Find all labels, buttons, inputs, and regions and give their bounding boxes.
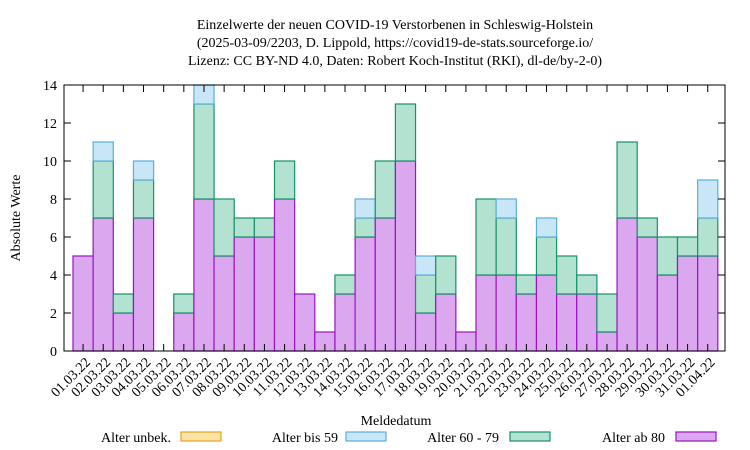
legend-swatch bbox=[509, 431, 551, 442]
bar-segment bbox=[294, 293, 316, 352]
chart-title: Einzelwerte der neuen COVID-19 Verstorbe… bbox=[188, 18, 602, 69]
bar-segment bbox=[636, 236, 658, 352]
bar-segment bbox=[435, 255, 457, 295]
bar-segment bbox=[72, 255, 94, 352]
bar-segment bbox=[576, 274, 598, 295]
bar-segment bbox=[273, 160, 296, 200]
bar-segment bbox=[253, 217, 276, 238]
bar-segment bbox=[495, 274, 517, 352]
bar-segment bbox=[495, 198, 517, 219]
x-axis-label: Meldedatum bbox=[361, 414, 432, 429]
bar-segment bbox=[132, 179, 155, 219]
bar-segment bbox=[697, 179, 719, 219]
y-tick-label: 12 bbox=[43, 117, 57, 132]
y-tick-label: 10 bbox=[43, 155, 57, 170]
bar-segment bbox=[656, 236, 679, 276]
bar-segment bbox=[555, 255, 578, 295]
bar-segment bbox=[273, 198, 296, 352]
bar-segment bbox=[676, 255, 699, 352]
bar-segment bbox=[535, 236, 558, 276]
y-tick-label: 2 bbox=[50, 307, 57, 322]
bar-segment bbox=[92, 160, 114, 219]
bar-segment bbox=[535, 217, 558, 238]
bar-segment bbox=[334, 293, 356, 352]
bar-segment bbox=[132, 217, 155, 352]
legend-swatch bbox=[345, 431, 387, 442]
bar-segment bbox=[636, 217, 658, 238]
bar-segment bbox=[475, 274, 497, 352]
bar-segment bbox=[233, 217, 255, 238]
legend-label: Alter ab 80 bbox=[602, 431, 665, 446]
y-tick-label: 4 bbox=[50, 269, 57, 284]
bar-segment bbox=[354, 217, 376, 238]
bar-segment bbox=[535, 274, 558, 352]
chart-title-line-1: Einzelwerte der neuen COVID-19 Verstorbe… bbox=[197, 18, 593, 33]
bars-layer bbox=[72, 84, 719, 352]
legend-label: Alter unbek. bbox=[101, 431, 171, 446]
bar-segment bbox=[697, 217, 719, 257]
bar-segment bbox=[394, 160, 417, 352]
bar-segment bbox=[616, 141, 638, 219]
bar-segment bbox=[475, 198, 497, 276]
bar-segment bbox=[576, 293, 598, 352]
bar-segment bbox=[112, 293, 135, 314]
bar-segment bbox=[394, 103, 417, 162]
y-axis-label: Absolute Werte bbox=[9, 175, 24, 262]
legend-label: Alter 60 - 79 bbox=[427, 431, 499, 446]
bar-segment bbox=[334, 274, 356, 295]
bar-segment bbox=[374, 160, 396, 219]
bar-segment bbox=[173, 293, 195, 314]
bar-segment bbox=[354, 236, 376, 352]
chart-title-line-2: (2025-03-09/2203, D. Lippold, https://co… bbox=[197, 36, 593, 51]
plot-frame bbox=[63, 84, 726, 352]
bar-segment bbox=[193, 103, 215, 200]
bar-segment bbox=[656, 274, 679, 352]
bar-segment bbox=[435, 293, 457, 352]
bar-segment bbox=[676, 236, 699, 257]
bar-segment bbox=[193, 198, 215, 352]
bar-segment bbox=[213, 255, 235, 352]
legend: Alter unbek. Alter bis 59 Alter 60 - 79 Alt… bbox=[101, 431, 717, 446]
bar-segment bbox=[374, 217, 396, 352]
bar-segment bbox=[213, 198, 235, 257]
bar-segment bbox=[233, 236, 255, 352]
bar-segment bbox=[515, 274, 538, 295]
bar-segment bbox=[132, 160, 155, 181]
bar-segment bbox=[354, 198, 376, 219]
bar-segment bbox=[92, 217, 114, 352]
bar-segment bbox=[414, 255, 437, 276]
bar-segment bbox=[253, 236, 276, 352]
chart-title-line-3: Lizenz: CC BY-ND 4.0, Daten: Robert Koch… bbox=[188, 54, 602, 69]
legend-swatch bbox=[180, 431, 222, 442]
y-tick-label: 6 bbox=[50, 231, 57, 246]
y-tick-label: 14 bbox=[43, 79, 57, 94]
bar-segment bbox=[596, 293, 618, 333]
legend-label: Alter bis 59 bbox=[272, 431, 338, 446]
y-tick-label: 8 bbox=[50, 193, 57, 208]
bar-segment bbox=[616, 217, 638, 352]
bar-segment bbox=[414, 274, 437, 314]
legend-swatch bbox=[675, 431, 717, 442]
bar-segment bbox=[495, 217, 517, 276]
bar-segment bbox=[92, 141, 114, 162]
bar-segment bbox=[515, 293, 538, 352]
y-tick-label: 0 bbox=[50, 345, 57, 360]
bar-segment bbox=[555, 293, 578, 352]
bar-segment bbox=[697, 255, 719, 352]
